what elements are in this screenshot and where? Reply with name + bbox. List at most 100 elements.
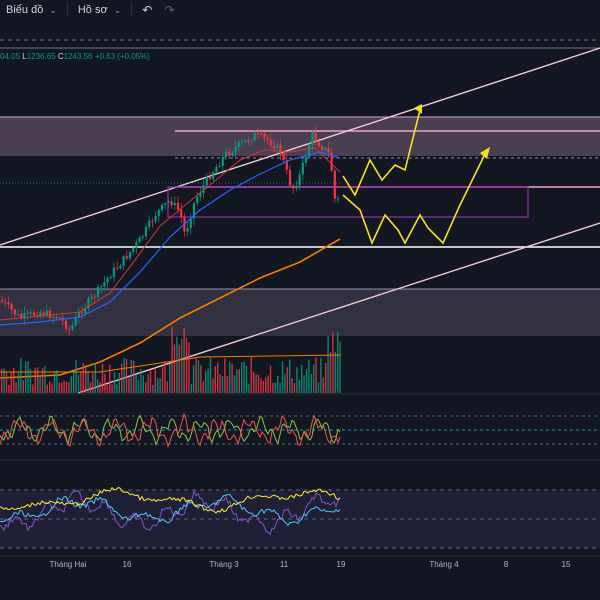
volume-bar [61, 382, 63, 393]
volume-bar [164, 361, 166, 393]
time-axis[interactable]: Tháng Hai 16 Tháng 3 11 19 Tháng 4 8 15 [0, 560, 600, 574]
volume-bar [317, 382, 320, 393]
candle-body [71, 325, 74, 330]
undo-icon[interactable]: ↶ [142, 3, 153, 17]
volume-bar [10, 372, 12, 393]
volume-bar [133, 360, 135, 393]
candle-body [317, 141, 320, 147]
candle-body [333, 170, 336, 199]
candle-body [84, 308, 87, 314]
candle-body [23, 313, 26, 319]
candle-body [276, 144, 279, 149]
volume-bar [92, 373, 94, 393]
volume-bar [70, 376, 72, 393]
volume-bars [1, 326, 341, 393]
chevron-down-icon: ⌄ [49, 4, 57, 15]
oscillator-line-red [0, 412, 341, 449]
volume-bar [125, 358, 128, 393]
candle-body [202, 185, 205, 194]
open-value: 04.05 [0, 52, 21, 61]
volume-bar [250, 357, 252, 393]
candle-body [7, 302, 10, 305]
ma-blue-line [0, 151, 341, 326]
volume-bar [245, 365, 248, 393]
volume-bar [221, 376, 224, 393]
volume-bar [301, 365, 303, 393]
volume-bar [130, 359, 132, 393]
arrow-head-icon [414, 104, 422, 114]
volume-bar [157, 378, 159, 393]
volume-bar [94, 363, 96, 393]
chart-area[interactable] [0, 20, 600, 560]
volume-bar [137, 380, 140, 393]
candle-body [77, 312, 80, 318]
volume-bar [339, 341, 341, 393]
candle-body [256, 132, 260, 134]
candle-body [80, 312, 84, 314]
volume-bar [3, 368, 5, 393]
time-axis-label: 8 [503, 560, 509, 569]
volume-bar [178, 344, 180, 393]
volume-bar [289, 359, 291, 393]
volume-bar [195, 358, 197, 393]
volume-bar [135, 374, 137, 393]
candle-body [304, 156, 308, 163]
volume-bar [27, 361, 29, 393]
candle-body [116, 267, 119, 269]
volume-bar [82, 363, 84, 393]
ma-red-line [0, 147, 341, 321]
volume-bar [159, 378, 161, 393]
volume-bar [116, 384, 118, 393]
toolbar-divider [131, 3, 133, 17]
candle-body [285, 160, 288, 170]
candle-body [170, 201, 173, 206]
volume-bar [49, 381, 51, 393]
candle-body [100, 286, 103, 288]
candle-body [228, 152, 231, 156]
candle-body [266, 137, 269, 140]
volume-bar [200, 365, 202, 393]
candle-body [55, 316, 58, 319]
volume-bar [77, 374, 80, 393]
candle-body [0, 300, 4, 302]
volume-bar [313, 364, 315, 393]
volume-bar [303, 375, 305, 393]
candle-body [154, 216, 157, 222]
candle-body [224, 152, 228, 158]
profile-menu-label: Hồ sơ [77, 4, 108, 16]
volume-bar [97, 379, 99, 393]
candle-body [109, 277, 112, 279]
volume-bar [80, 371, 82, 393]
candle-body [330, 152, 333, 171]
top-toolbar: Biểu đồ ⌄ Hồ sơ ⌄ ↶ ↷ [0, 0, 600, 20]
low-value: 1236.65 [26, 52, 56, 61]
candle-body [87, 298, 90, 309]
consolidation-box [167, 186, 529, 218]
bullish-projection [342, 109, 421, 197]
redo-icon[interactable]: ↷ [164, 3, 175, 17]
volume-bar [118, 372, 120, 393]
candle-body [311, 132, 314, 146]
volume-bar [53, 371, 56, 393]
candle-body [173, 202, 176, 206]
volume-bar [190, 384, 192, 393]
candle-body [234, 147, 237, 153]
candle-body [32, 312, 36, 316]
candle-body [295, 185, 298, 189]
volume-bar [161, 367, 164, 393]
candle-body [272, 145, 276, 149]
volume-bar [34, 367, 36, 393]
volume-bar [154, 367, 156, 393]
volume-bar [176, 336, 178, 393]
volume-bar [111, 384, 113, 393]
volume-bar [253, 371, 255, 393]
channel-upper [0, 47, 600, 246]
candle-body [263, 133, 266, 138]
chart-menu[interactable]: Biểu đồ ⌄ [0, 0, 63, 20]
volume-bar [152, 384, 154, 393]
candle-body [52, 316, 55, 319]
candle-body [244, 140, 247, 142]
candle-body [253, 132, 256, 141]
volume-bar [332, 332, 334, 393]
profile-menu[interactable]: Hồ sơ ⌄ [72, 0, 127, 20]
